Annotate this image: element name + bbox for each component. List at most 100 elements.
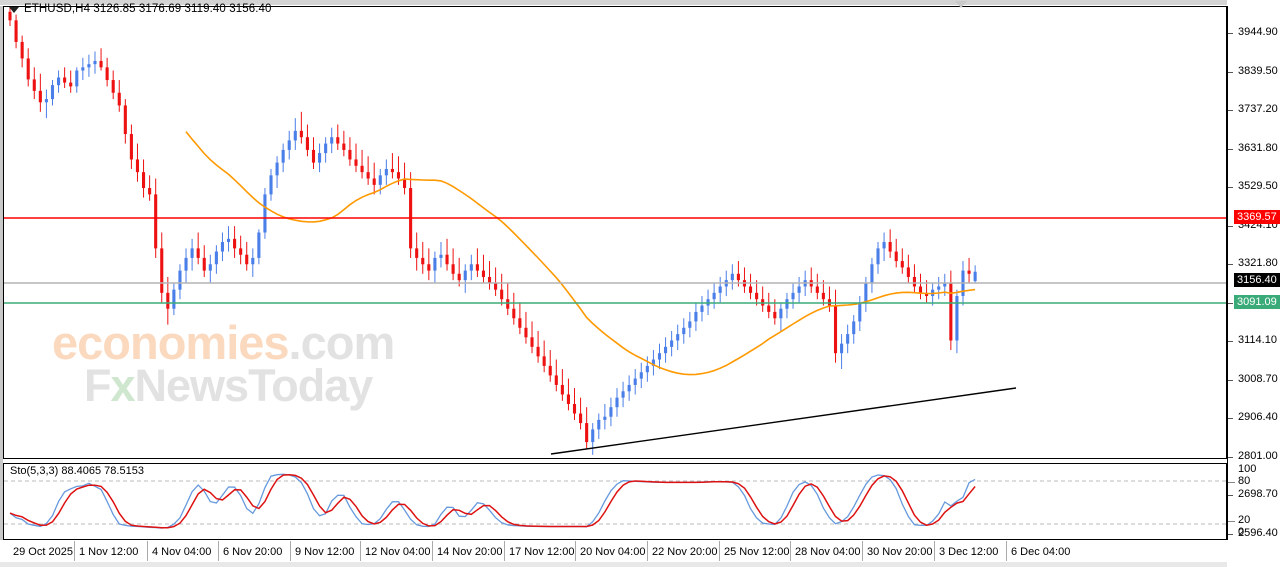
price-axis-label: 3114.10 (1238, 334, 1277, 346)
candle-body (627, 384, 631, 392)
candle-body (888, 242, 892, 252)
candle-body (336, 137, 340, 144)
candle-body (81, 67, 85, 71)
candle-body (566, 394, 570, 405)
candle-body (700, 305, 704, 312)
candle-body (148, 188, 152, 195)
time-axis-separator (290, 541, 291, 561)
price-tick (1228, 457, 1233, 458)
candle-body (318, 153, 322, 163)
price-tick (1228, 341, 1233, 342)
candle-body (475, 264, 479, 271)
candle-body (44, 99, 48, 103)
time-axis-label: 4 Nov 04:00 (152, 546, 212, 558)
candle-body (202, 257, 206, 271)
chevron-down-icon[interactable] (9, 6, 19, 13)
time-axis-label: 29 Oct 2025 (13, 546, 73, 558)
candle-body (906, 267, 910, 277)
time-axis-label: 3 Dec 12:00 (939, 546, 999, 558)
candle-body (554, 375, 558, 385)
candle-body (166, 292, 170, 309)
candle-body (943, 283, 947, 287)
price-axis-label: 3008.70 (1238, 373, 1278, 385)
candle-body (433, 257, 437, 271)
price-tick (1228, 380, 1233, 381)
price-tag-red: 3369.57 (1234, 210, 1280, 224)
price-axis-label: 3839.50 (1238, 65, 1278, 77)
candle-body (287, 140, 291, 150)
candle-body (269, 175, 273, 195)
price-axis-label: 3944.90 (1238, 26, 1278, 38)
candle-body (773, 311, 777, 319)
candle-body (50, 85, 55, 100)
candle-body (833, 305, 838, 354)
price-axis-label: 3529.50 (1238, 180, 1278, 192)
candle-body (918, 286, 923, 293)
candle-body (439, 254, 443, 258)
candle-body (487, 276, 492, 284)
price-tick (1228, 72, 1233, 73)
price-axis-line (1227, 6, 1228, 540)
price-tick (1228, 187, 1233, 188)
stoch-axis-label: 80 (1238, 475, 1251, 487)
price-axis-label: 3631.80 (1238, 142, 1278, 154)
candle-body (63, 77, 67, 83)
candle-body (233, 238, 237, 249)
candle-body (524, 327, 528, 338)
time-axis-separator (504, 541, 505, 561)
candle-body (239, 248, 243, 255)
candle-body (912, 276, 916, 287)
candle-body (536, 346, 540, 357)
candle-body (876, 248, 880, 265)
price-axis-label: 2801.00 (1238, 450, 1278, 462)
pane-grip-bar[interactable] (0, 6, 3, 540)
candle-body (178, 270, 182, 290)
candle-body (615, 397, 619, 408)
time-axis-separator (647, 541, 648, 561)
price-pane[interactable] (3, 6, 1227, 459)
price-tick (1228, 534, 1233, 535)
candle-body (135, 159, 140, 173)
candle-body (324, 143, 328, 154)
price-tick (1228, 418, 1233, 419)
symbol-info-label: ETHUSD,H4 3126.85 3176.69 3119.40 3156.4… (24, 3, 272, 15)
candle-body (506, 299, 510, 309)
price-axis-label: 3321.80 (1238, 257, 1278, 269)
candle-body (682, 327, 686, 335)
stochastic-pane[interactable]: Sto(5,3,3) 88.4065 78.5153 (3, 463, 1227, 540)
time-axis-label: 14 Nov 20:00 (437, 546, 503, 558)
candle-body (870, 264, 874, 284)
candle-body (57, 77, 61, 86)
candle-body (560, 384, 564, 395)
candle-body (281, 149, 285, 163)
stoch-axis-label: 0 (1238, 526, 1245, 538)
candle-body (172, 289, 176, 309)
candle-body (882, 242, 886, 249)
stoch-d-line (9, 473, 976, 529)
candle-body (99, 60, 103, 68)
candle-body (32, 79, 36, 91)
candle-body (451, 264, 455, 274)
time-axis-label: 25 Nov 12:00 (724, 546, 790, 558)
time-axis-label: 12 Nov 04:00 (365, 546, 431, 558)
candle-body (864, 283, 868, 303)
time-axis[interactable] (3, 540, 1227, 562)
candle-body (712, 292, 716, 300)
candlestick-series (8, 7, 977, 455)
candle-body (730, 273, 734, 281)
time-axis-separator (147, 541, 148, 561)
time-axis-separator (360, 541, 361, 561)
candle-body (676, 334, 680, 341)
candle-body (245, 254, 249, 265)
candle-body (305, 137, 309, 150)
time-axis-separator (432, 541, 433, 561)
candle-body (633, 378, 637, 385)
candle-body (184, 257, 188, 271)
price-tick (1228, 226, 1233, 227)
candle-body (779, 308, 783, 319)
stoch-tick (1228, 521, 1235, 522)
candle-body (512, 308, 516, 319)
candle-body (609, 407, 613, 417)
price-axis[interactable]: 3944.90 3839.50 3737.20 3631.80 3529.50 3424.… (1228, 0, 1280, 567)
candle-body (736, 273, 740, 281)
